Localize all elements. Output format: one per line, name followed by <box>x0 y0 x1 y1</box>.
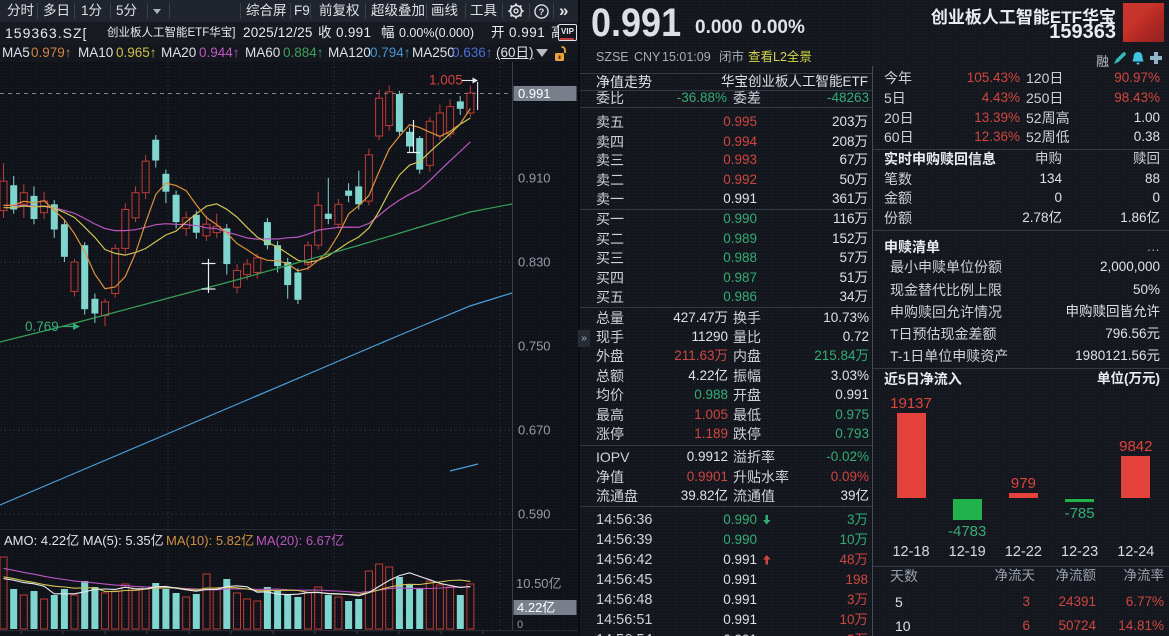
svg-text:10.50亿: 10.50亿 <box>516 576 562 591</box>
svg-text:0.991: 0.991 <box>518 86 551 101</box>
svg-text:4.22亿: 4.22亿 <box>517 600 555 615</box>
svg-text:MA(20): 6.67亿: MA(20): 6.67亿 <box>256 533 344 548</box>
svg-text:0.750: 0.750 <box>518 339 551 354</box>
svg-text:0.910: 0.910 <box>518 171 551 186</box>
svg-text:0: 0 <box>517 619 523 631</box>
svg-text:0.769: 0.769 <box>25 319 59 334</box>
svg-text:0.830: 0.830 <box>518 255 551 270</box>
svg-text:AMO: 4.22亿 MA(5): 5.35亿: AMO: 4.22亿 MA(5): 5.35亿 <box>4 533 164 548</box>
svg-text:0.590: 0.590 <box>518 507 551 522</box>
svg-text:MA(10): 5.82亿: MA(10): 5.82亿 <box>166 533 254 548</box>
svg-text:?: ? <box>539 6 545 16</box>
svg-text:1.005: 1.005 <box>429 73 463 88</box>
svg-text:0.670: 0.670 <box>518 423 551 438</box>
